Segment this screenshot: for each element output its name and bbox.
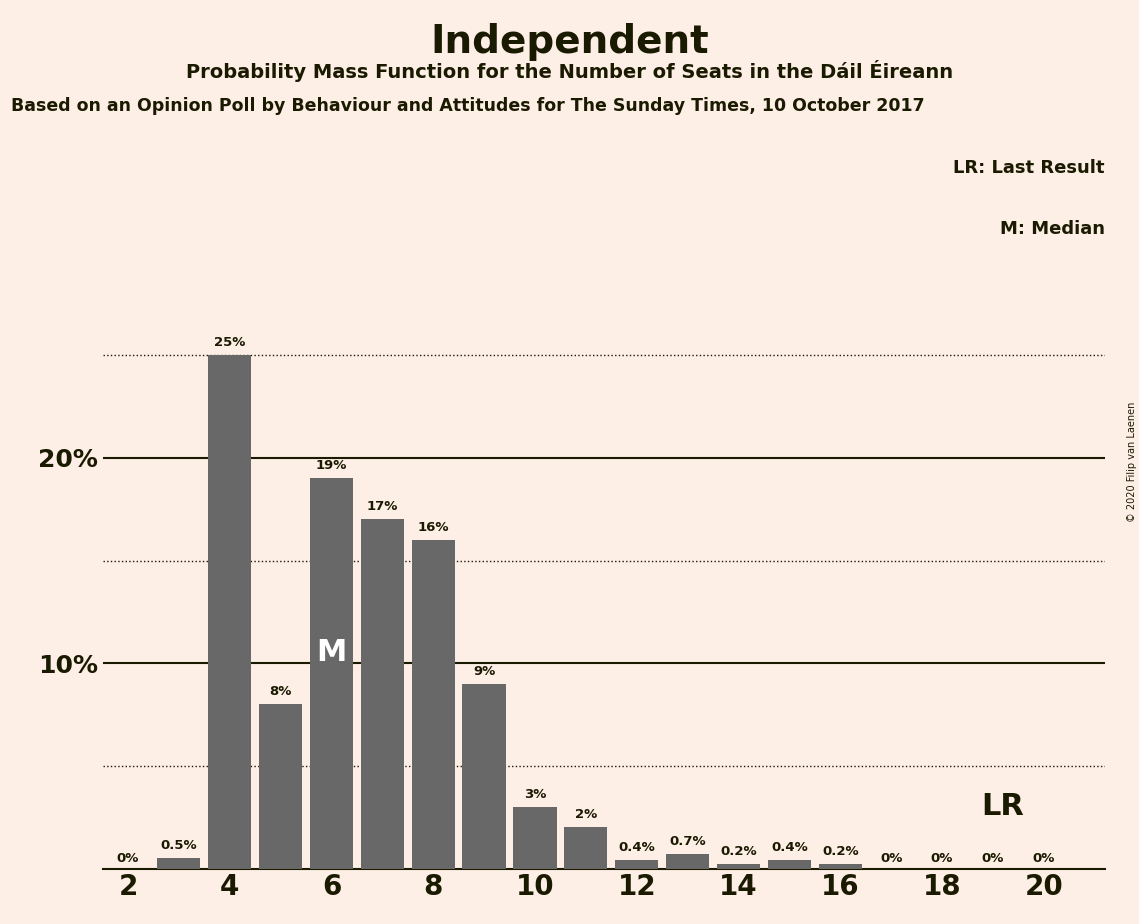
Bar xyxy=(411,540,454,869)
Bar xyxy=(361,519,404,869)
Text: 16%: 16% xyxy=(418,521,449,534)
Bar xyxy=(310,479,353,869)
Text: 0.4%: 0.4% xyxy=(618,841,655,854)
Bar xyxy=(819,865,862,869)
Text: LR: LR xyxy=(982,793,1024,821)
Text: Independent: Independent xyxy=(431,23,708,61)
Text: 3%: 3% xyxy=(524,788,547,801)
Text: 25%: 25% xyxy=(214,336,245,349)
Text: 8%: 8% xyxy=(270,685,292,699)
Bar xyxy=(666,854,710,869)
Text: Probability Mass Function for the Number of Seats in the Dáil Éireann: Probability Mass Function for the Number… xyxy=(186,60,953,82)
Bar xyxy=(157,858,200,869)
Bar xyxy=(564,828,607,869)
Text: 0.2%: 0.2% xyxy=(720,845,756,858)
Text: M: Median: M: Median xyxy=(1000,220,1105,237)
Text: 0%: 0% xyxy=(982,853,1005,866)
Text: 0.7%: 0.7% xyxy=(670,835,706,848)
Text: 19%: 19% xyxy=(316,459,347,472)
Bar xyxy=(768,860,811,869)
Bar xyxy=(514,807,557,869)
Bar xyxy=(259,704,302,869)
Text: 0%: 0% xyxy=(1033,853,1055,866)
Bar xyxy=(462,684,506,869)
Bar xyxy=(208,355,252,869)
Text: 0%: 0% xyxy=(931,853,953,866)
Text: 0%: 0% xyxy=(880,853,902,866)
Bar xyxy=(716,865,760,869)
Text: 2%: 2% xyxy=(575,808,597,821)
Text: 0.5%: 0.5% xyxy=(161,839,197,852)
Text: 0%: 0% xyxy=(117,853,139,866)
Text: 0.2%: 0.2% xyxy=(822,845,859,858)
Text: 0.4%: 0.4% xyxy=(771,841,808,854)
Text: LR: Last Result: LR: Last Result xyxy=(953,159,1105,176)
Bar xyxy=(615,860,658,869)
Text: Based on an Opinion Poll by Behaviour and Attitudes for The Sunday Times, 10 Oct: Based on an Opinion Poll by Behaviour an… xyxy=(11,97,925,115)
Text: M: M xyxy=(317,638,346,667)
Text: 17%: 17% xyxy=(367,500,398,514)
Text: © 2020 Filip van Laenen: © 2020 Filip van Laenen xyxy=(1126,402,1137,522)
Text: 9%: 9% xyxy=(473,664,495,677)
